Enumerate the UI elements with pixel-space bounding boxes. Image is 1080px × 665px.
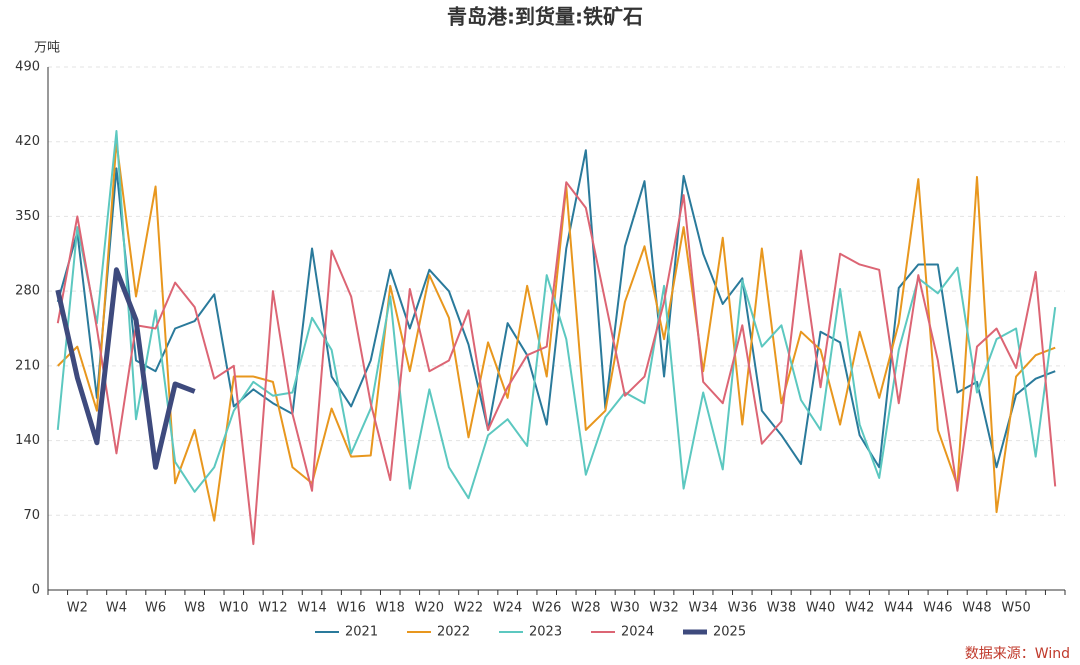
y-tick-label: 70 [23, 508, 40, 523]
y-tick-label: 420 [15, 134, 40, 149]
x-tick-label: W22 [454, 601, 483, 616]
legend-label: 2025 [713, 625, 746, 640]
x-tick-label: W6 [145, 601, 166, 616]
legend-label: 2021 [345, 625, 378, 640]
y-tick-label: 490 [15, 60, 40, 75]
y-tick-label: 0 [32, 583, 40, 598]
x-tick-label: W34 [688, 601, 717, 616]
x-tick-label: W12 [258, 601, 287, 616]
legend-label: 2022 [437, 625, 470, 640]
series-line [56, 181, 1057, 546]
x-tick-label: W26 [532, 601, 561, 616]
x-tick-label: W42 [845, 601, 874, 616]
x-tick-label: W10 [219, 601, 248, 616]
x-tick-label: W4 [106, 601, 127, 616]
source-note: 数据来源：Wind [965, 646, 1070, 662]
x-tick-label: W20 [415, 601, 444, 616]
legend-label: 2023 [529, 625, 562, 640]
x-tick-label: W16 [336, 601, 365, 616]
x-tick-label: W38 [767, 601, 796, 616]
x-tick-label: W46 [923, 601, 952, 616]
chart-title: 青岛港:到货量:铁矿石 [447, 5, 643, 29]
x-tick-label: W32 [649, 601, 678, 616]
y-tick-label: 280 [15, 284, 40, 299]
x-tick-label: W18 [376, 601, 405, 616]
series-line [55, 267, 196, 470]
x-tick-label: W30 [610, 601, 639, 616]
y-tick-label: 210 [15, 358, 40, 373]
series-line [56, 130, 1057, 500]
x-tick-label: W2 [67, 601, 88, 616]
x-tick-label: W44 [884, 601, 913, 616]
x-tick-label: W36 [728, 601, 757, 616]
x-tick-label: W24 [493, 601, 522, 616]
y-tick-label: 140 [15, 433, 40, 448]
x-tick-label: W28 [571, 601, 600, 616]
series-line [56, 149, 1056, 469]
x-tick-label: W50 [1001, 601, 1030, 616]
x-tick-label: W48 [962, 601, 991, 616]
y-tick-label: 350 [15, 209, 40, 224]
legend-label: 2024 [621, 625, 654, 640]
y-axis-unit: 万吨 [34, 41, 60, 56]
series-line [57, 140, 1056, 522]
x-tick-label: W40 [806, 601, 835, 616]
x-tick-label: W8 [184, 601, 205, 616]
x-tick-label: W14 [297, 601, 326, 616]
